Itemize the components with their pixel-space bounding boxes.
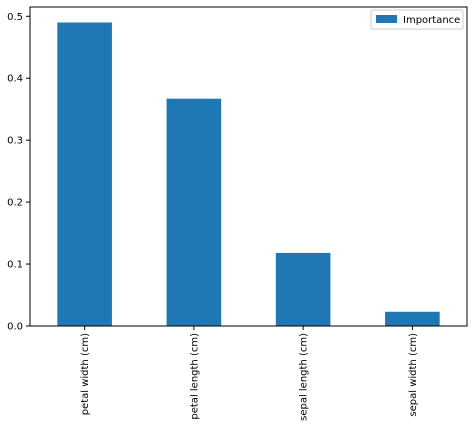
y-tick-label: 0.1 <box>7 260 23 271</box>
x-tick-label: petal length (cm) <box>189 333 200 420</box>
legend: Importance <box>370 9 464 30</box>
plot-frame <box>29 6 468 327</box>
legend-label: Importance <box>403 15 460 26</box>
bar <box>275 252 331 326</box>
y-tick-label: 0.3 <box>7 136 23 147</box>
bars <box>57 22 440 326</box>
x-tick-label: sepal width (cm) <box>408 333 419 417</box>
x-tick-label: petal width (cm) <box>80 333 91 415</box>
y-tick-label: 0.4 <box>7 74 23 85</box>
bar <box>166 98 222 326</box>
y-tick-label: 0.5 <box>7 12 23 23</box>
x-axis: petal width (cm) petal length (cm) sepal l… <box>80 326 419 421</box>
y-axis: 0.0 0.1 0.2 0.3 0.4 0.5 <box>7 12 30 333</box>
bar <box>57 22 112 326</box>
plot-area <box>29 6 468 327</box>
y-tick-label: 0.2 <box>7 198 23 209</box>
legend-swatch <box>376 15 397 23</box>
y-tick-label: 0.0 <box>7 322 23 333</box>
legend-box <box>370 9 464 30</box>
bar <box>385 311 440 326</box>
x-tick-label: sepal length (cm) <box>299 333 310 421</box>
